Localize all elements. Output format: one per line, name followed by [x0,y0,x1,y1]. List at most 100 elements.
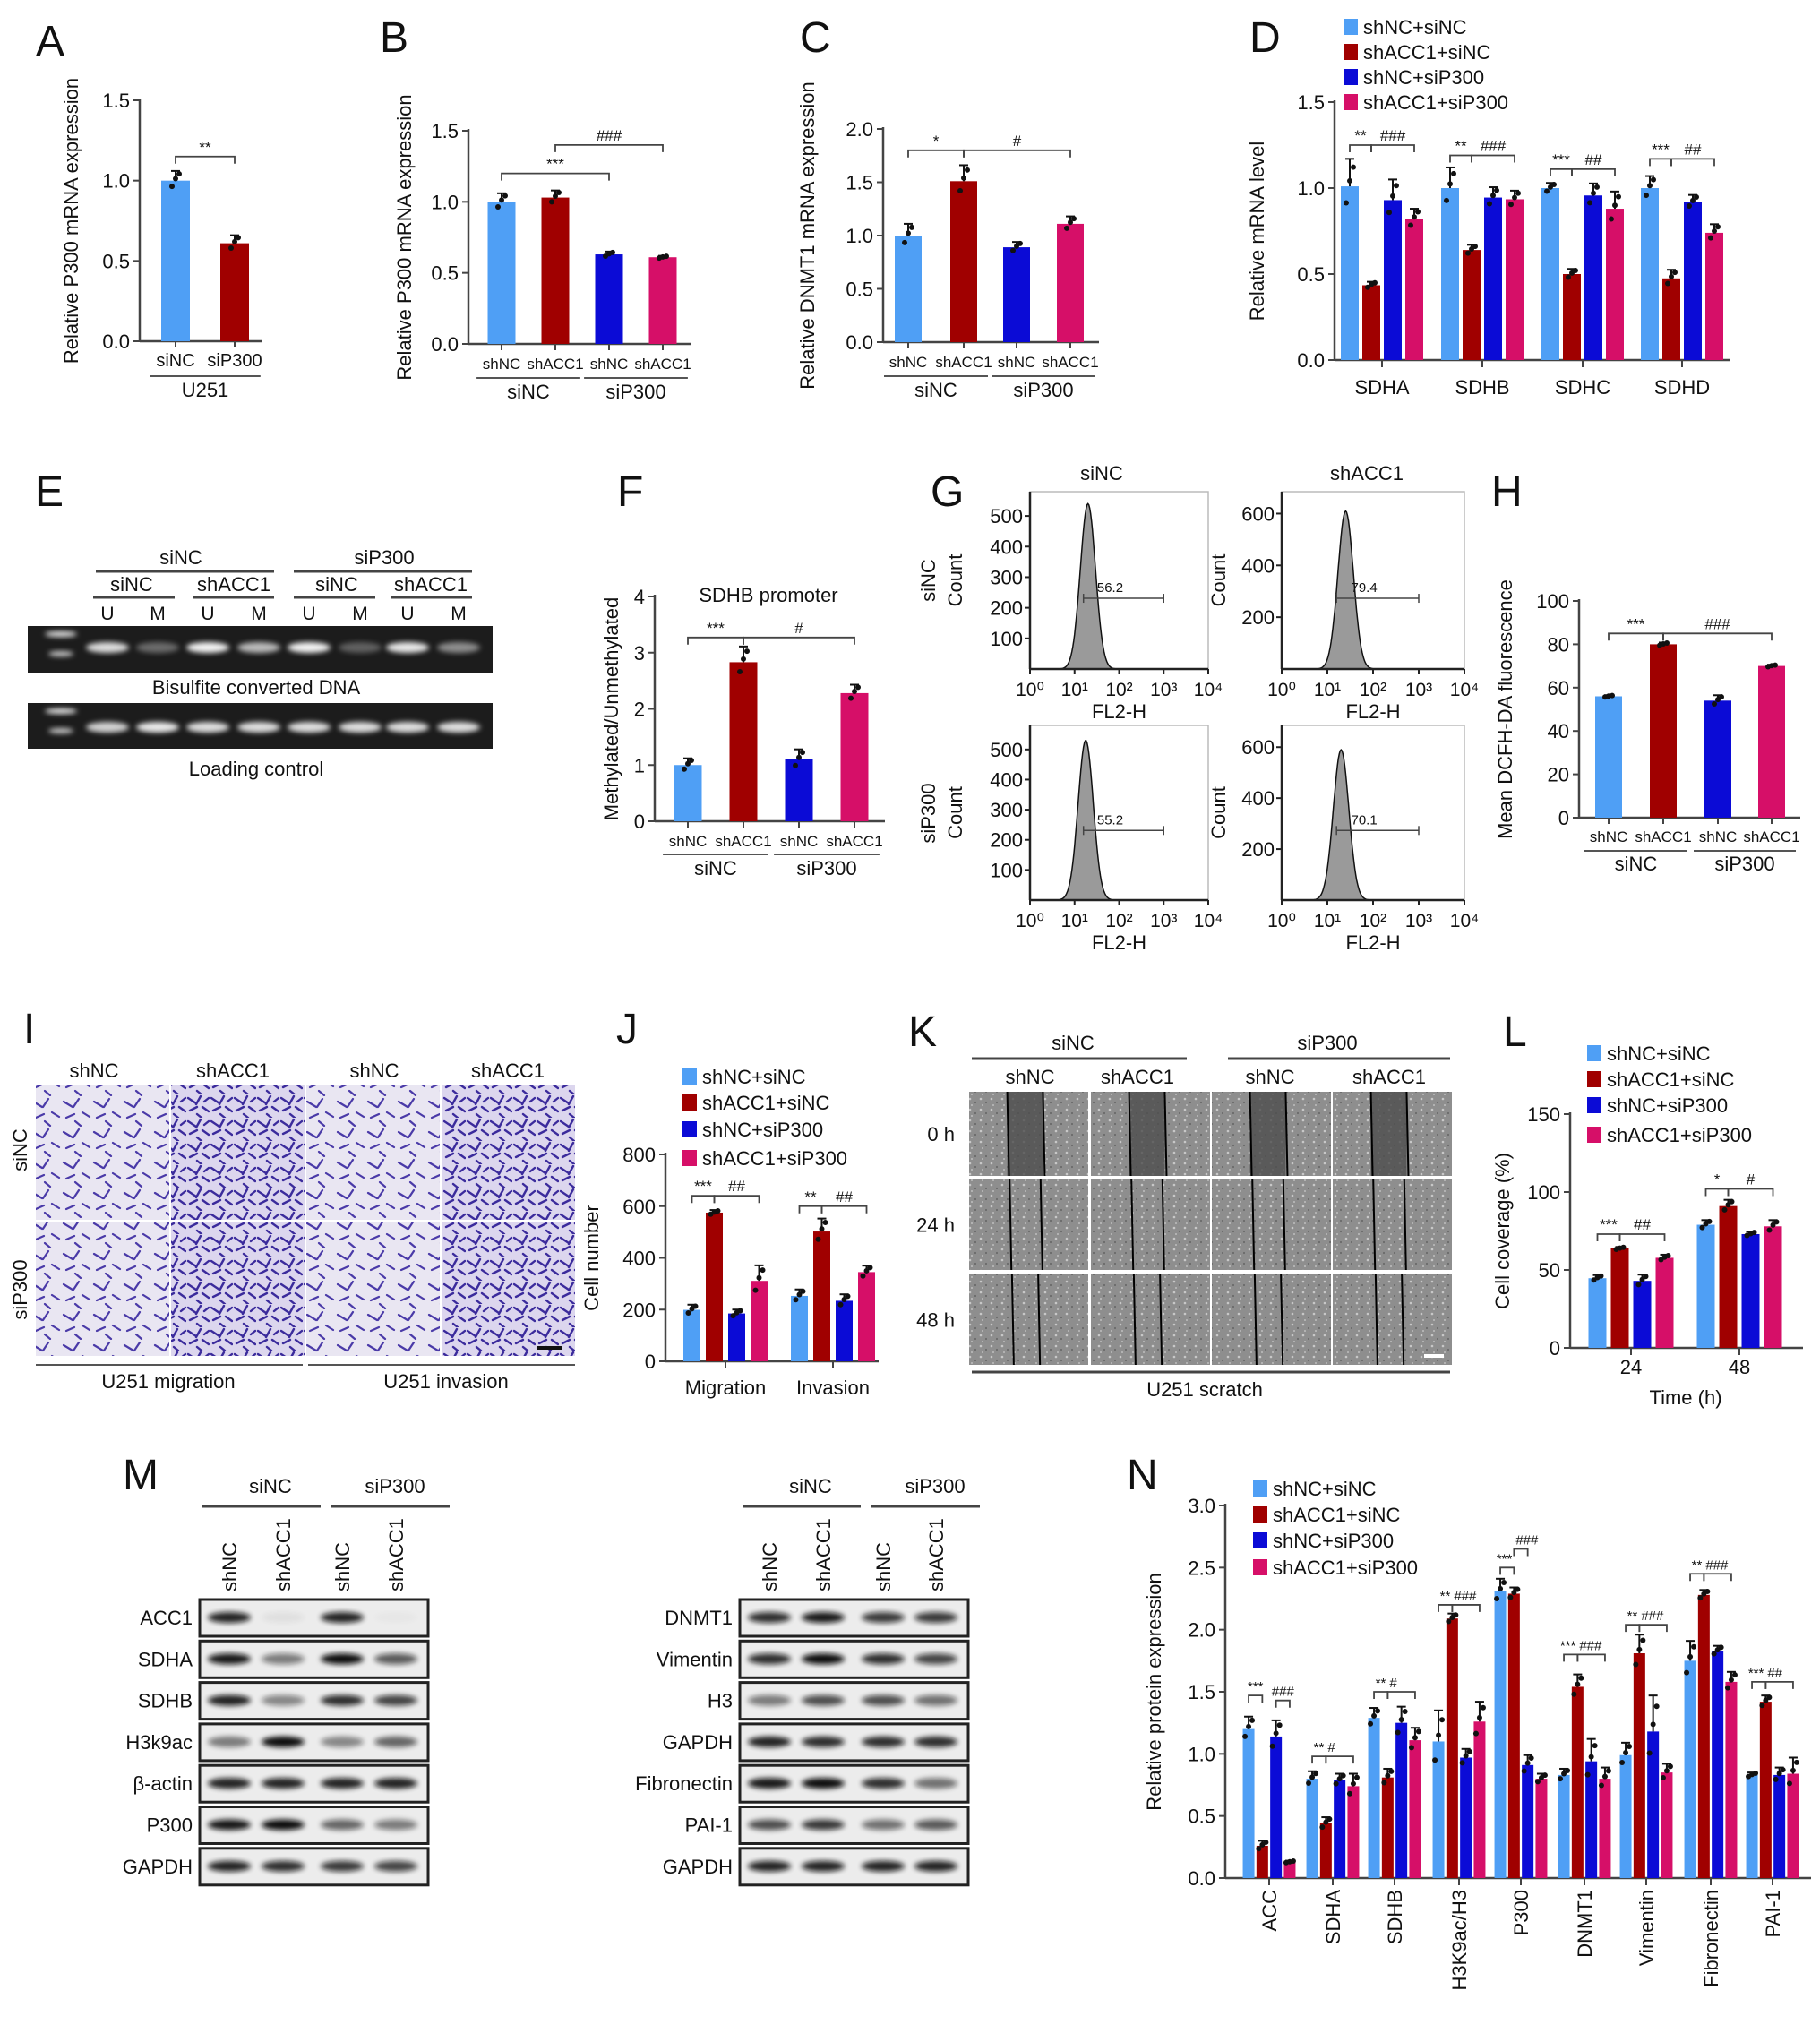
data-point [1763,1697,1769,1703]
group-label: siP300 [605,381,665,403]
protein-band [374,1860,417,1872]
microscopy-image [36,1222,169,1356]
significance-bracket [1311,1755,1327,1764]
significance-bracket [1370,144,1415,152]
flow-histogram: 200 400 600 10⁰ 10¹ 10² 10³ 10⁴ FL2-H Count 70.1 [1207,725,1479,954]
dna-band [288,642,331,653]
x-tick-label: SDHD [1654,376,1710,399]
microscopy-image [442,1085,575,1220]
blot-row-label: GAPDH [663,1731,733,1754]
group-label: siP300 [796,857,856,879]
protein-band [321,1612,364,1623]
significance-bracket [1608,632,1664,641]
significance-bracket [1386,1691,1416,1699]
dna-band [339,722,382,733]
data-point [1507,1594,1514,1600]
chart-panel-D: 0.0 0.5 1.0 1.5 Relative mRNA level SDHA SDHB S… [1246,16,1730,399]
y-tick-label: 200 [1241,606,1275,629]
data-point [1594,184,1600,190]
legend-label: shACC1+siNC [1273,1504,1401,1526]
data-point [1690,197,1696,203]
bar [1764,1226,1782,1348]
protein-band [374,1778,417,1789]
x-axis-label: FL2-H [1345,931,1400,954]
data-point [1687,1653,1694,1660]
significance-bracket [1563,1653,1579,1662]
x-tick-label: DNMT1 [1574,1890,1596,1958]
legend-swatch [1344,69,1358,85]
data-point [852,689,857,695]
lane-label: shACC1 [272,1518,295,1591]
x-tick-label: 10⁰ [1267,911,1296,931]
significance-bracket [1727,1188,1774,1197]
data-point [1368,1720,1374,1727]
data-point [1753,1770,1759,1776]
significance-bracket [1662,632,1773,641]
y-tick-label: 80 [1548,633,1569,656]
protein-band [321,1819,364,1831]
data-point [1620,1244,1627,1250]
lane-label: shACC1 [925,1518,948,1591]
protein-band [802,1860,845,1872]
bar [1684,202,1702,360]
x-tick-label: 10² [1360,911,1386,931]
dna-band [186,722,229,733]
bar [1347,1786,1360,1878]
significance-label: ### [1705,1557,1729,1573]
data-point [1415,209,1421,215]
group-label: siP300 [365,1475,425,1497]
column-label: shACC1 [196,1059,270,1082]
data-point [1770,1222,1776,1228]
data-point [1439,1717,1446,1723]
data-point [1306,1780,1312,1787]
data-point [1699,1224,1705,1231]
scratch-edge-line [1403,1179,1407,1271]
column-label: shACC1 [1352,1066,1426,1088]
bar [1585,1761,1598,1878]
y-tick-label: 100 [1527,1181,1560,1204]
data-point [1612,202,1618,209]
significance-bracket [1325,1755,1354,1764]
data-point [1697,1595,1704,1601]
legend-swatch [1587,1097,1601,1113]
protein-band [262,1694,305,1706]
scratch-edge-line [1010,1274,1015,1366]
x-tick-label: shNC [998,354,1036,371]
data-point [1650,1721,1656,1728]
bar [729,662,758,821]
data-point [1724,1685,1730,1691]
data-point [173,176,178,182]
protein-band [914,1860,957,1872]
bar [1381,1777,1394,1878]
data-point [1490,193,1496,199]
scratch-edge-line [1006,1091,1010,1177]
significance-bracket [1649,158,1672,167]
data-point [1558,1776,1564,1782]
data-point [800,1288,806,1294]
legend-label: shNC+siNC [702,1066,806,1088]
protein-band [914,1819,957,1831]
lane-label: M [352,604,368,624]
y-tick-label: 0.5 [1188,1806,1215,1828]
column-label: shNC [1245,1066,1294,1088]
group-label: siNC [249,1475,292,1497]
x-tick-label: shNC [889,354,928,371]
blot-row-label: Vimentin [657,1648,733,1670]
group-label: siNC [159,546,202,569]
significance-label: ** [1627,1608,1638,1624]
blot-row-label: SDHA [138,1648,193,1670]
protein-band [262,1612,305,1623]
legend-swatch [1253,1559,1267,1575]
significance-label: ** [1692,1557,1703,1573]
x-tick-label: 10¹ [1314,680,1341,700]
data-point [228,244,234,251]
blot-row-label: H3k9ac [125,1731,193,1754]
significance-bracket [1703,1573,1732,1582]
data-point [737,1308,743,1314]
significance-label: *** [1627,615,1645,632]
data-point [1704,1588,1711,1594]
panel-letter-E: E [35,468,64,516]
significance-bracket [820,1205,868,1214]
lane-label: shNC [872,1542,895,1591]
